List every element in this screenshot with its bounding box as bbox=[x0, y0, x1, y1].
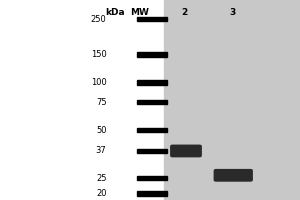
Text: 25: 25 bbox=[96, 174, 106, 183]
Bar bbox=[136, 80, 166, 85]
FancyBboxPatch shape bbox=[214, 169, 253, 182]
Bar bbox=[136, 17, 166, 21]
Text: MW: MW bbox=[130, 8, 149, 17]
Text: 2: 2 bbox=[182, 8, 188, 17]
FancyBboxPatch shape bbox=[170, 145, 202, 157]
Text: 37: 37 bbox=[96, 146, 106, 155]
Text: 100: 100 bbox=[91, 78, 106, 87]
Bar bbox=[136, 191, 166, 196]
Bar bbox=[164, 0, 300, 200]
Text: kDa: kDa bbox=[106, 8, 125, 17]
Text: 50: 50 bbox=[96, 126, 106, 135]
Text: 150: 150 bbox=[91, 50, 106, 59]
Bar bbox=[136, 176, 166, 180]
Text: 3: 3 bbox=[230, 8, 236, 17]
Bar bbox=[136, 100, 166, 104]
Text: 20: 20 bbox=[96, 189, 106, 198]
Bar bbox=[136, 128, 166, 132]
Text: 250: 250 bbox=[91, 15, 106, 24]
Text: 75: 75 bbox=[96, 98, 106, 107]
Bar bbox=[136, 149, 166, 153]
Bar bbox=[136, 52, 166, 57]
